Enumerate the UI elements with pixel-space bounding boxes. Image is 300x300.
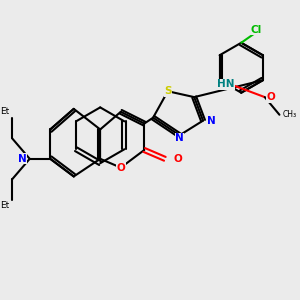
Text: S: S [164, 86, 172, 96]
Text: N: N [207, 116, 216, 126]
Text: Et: Et [0, 107, 9, 116]
Text: N: N [175, 133, 184, 143]
Text: HN: HN [217, 79, 234, 89]
Text: N: N [18, 154, 27, 164]
Text: O: O [116, 163, 125, 172]
Text: Cl: Cl [250, 25, 262, 34]
Text: O: O [266, 92, 275, 102]
Text: Et: Et [0, 201, 9, 210]
Text: CH₃: CH₃ [282, 110, 296, 119]
Text: O: O [174, 154, 182, 164]
